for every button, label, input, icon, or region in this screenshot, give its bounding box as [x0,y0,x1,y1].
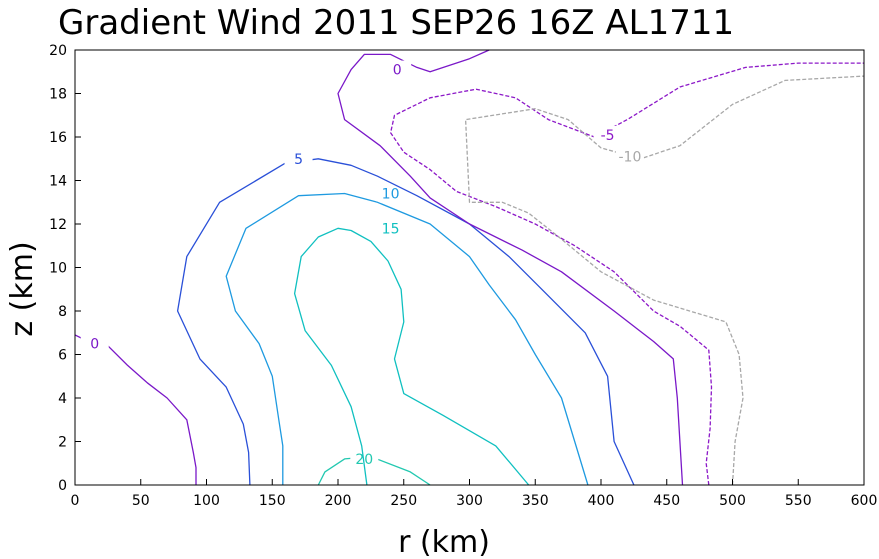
x-tick-label: 550 [785,493,812,509]
contour-label: 0 [90,337,99,353]
y-tick-label: 12 [49,217,67,233]
x-tick-label: 450 [653,493,680,509]
contour-line [337,49,684,486]
contour-layer: 20 15 10 5 0 0 -5-10 [74,49,865,486]
contour-label-background [350,449,379,467]
contour-label-background [376,184,405,202]
contour-line [293,227,530,486]
y-tick-label: 0 [58,478,67,494]
contour-label: 10 [382,187,400,203]
contour-label: -5 [601,128,615,144]
y-tick-label: 16 [49,130,67,146]
x-tick-label: 100 [193,493,220,509]
y-tick-label: 20 [49,43,67,59]
contour-label-background [615,147,644,165]
x-tick-label: 600 [851,493,878,509]
contour-label: 20 [355,452,373,468]
plot-frame [74,49,865,486]
x-axis: 0 50 100 150 200 250 300 350 400 450 500 550 600 [71,479,878,509]
x-tick-label: 500 [719,493,746,509]
y-tick-label: 4 [58,391,67,407]
contour-label-background [80,334,109,352]
y-tick-label: 14 [49,174,67,190]
x-axis-label: r (km) [398,525,490,559]
y-tick-label: 6 [58,348,67,364]
contour-label: 0 [393,63,402,79]
y-tick-label: 2 [58,435,67,451]
y-tick-label: 10 [49,261,67,277]
x-tick-label: 50 [132,493,150,509]
y-tick-label: 8 [58,304,67,320]
x-tick-label: 150 [259,493,286,509]
contour-label: -10 [618,150,641,166]
x-tick-label: 350 [522,493,549,509]
y-axis: 0 2 4 6 8 10 12 14 16 18 20 [49,43,81,494]
x-tick-label: 400 [588,493,615,509]
x-tick-label: 300 [456,493,483,509]
chart-title: Gradient Wind 2011 SEP26 16Z AL1711 [58,3,734,43]
contour-label-background [383,60,412,78]
x-tick-label: 0 [71,493,80,509]
y-axis-label: z (km) [5,241,40,336]
contour-line [176,158,635,486]
contour-label-background [376,219,405,237]
contour-line [389,62,864,486]
contour-line [74,334,197,485]
contour-label-background [593,125,622,143]
y-tick-label: 18 [49,87,67,103]
contour-label: 15 [382,221,400,237]
contour-label: 5 [294,152,303,168]
contour-line [225,192,589,486]
contour-line [464,75,865,486]
x-tick-label: 200 [325,493,352,509]
contour-label-background [284,149,313,167]
x-tick-label: 250 [390,493,417,509]
